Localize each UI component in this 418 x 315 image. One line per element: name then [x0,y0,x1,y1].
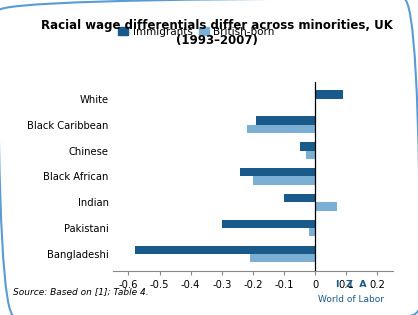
Bar [315,202,337,210]
Bar [222,220,315,228]
Text: World of Labor: World of Labor [318,295,384,304]
Legend: Immigrants, British-born: Immigrants, British-born [118,27,275,37]
Bar [315,90,343,99]
Bar [256,116,315,125]
Bar [300,142,315,151]
Bar [135,246,315,254]
Text: Racial wage differentials differ across minorities, UK
(1993–2007): Racial wage differentials differ across … [41,19,393,47]
Bar [306,151,315,159]
Bar [240,168,315,176]
Text: Source: Based on [1]; Table 4.: Source: Based on [1]; Table 4. [13,287,148,296]
Bar [247,125,315,133]
Bar [253,176,315,185]
Bar [284,194,315,202]
Bar [250,254,315,262]
Text: I  Z  A: I Z A [336,280,367,289]
Bar [309,228,315,237]
